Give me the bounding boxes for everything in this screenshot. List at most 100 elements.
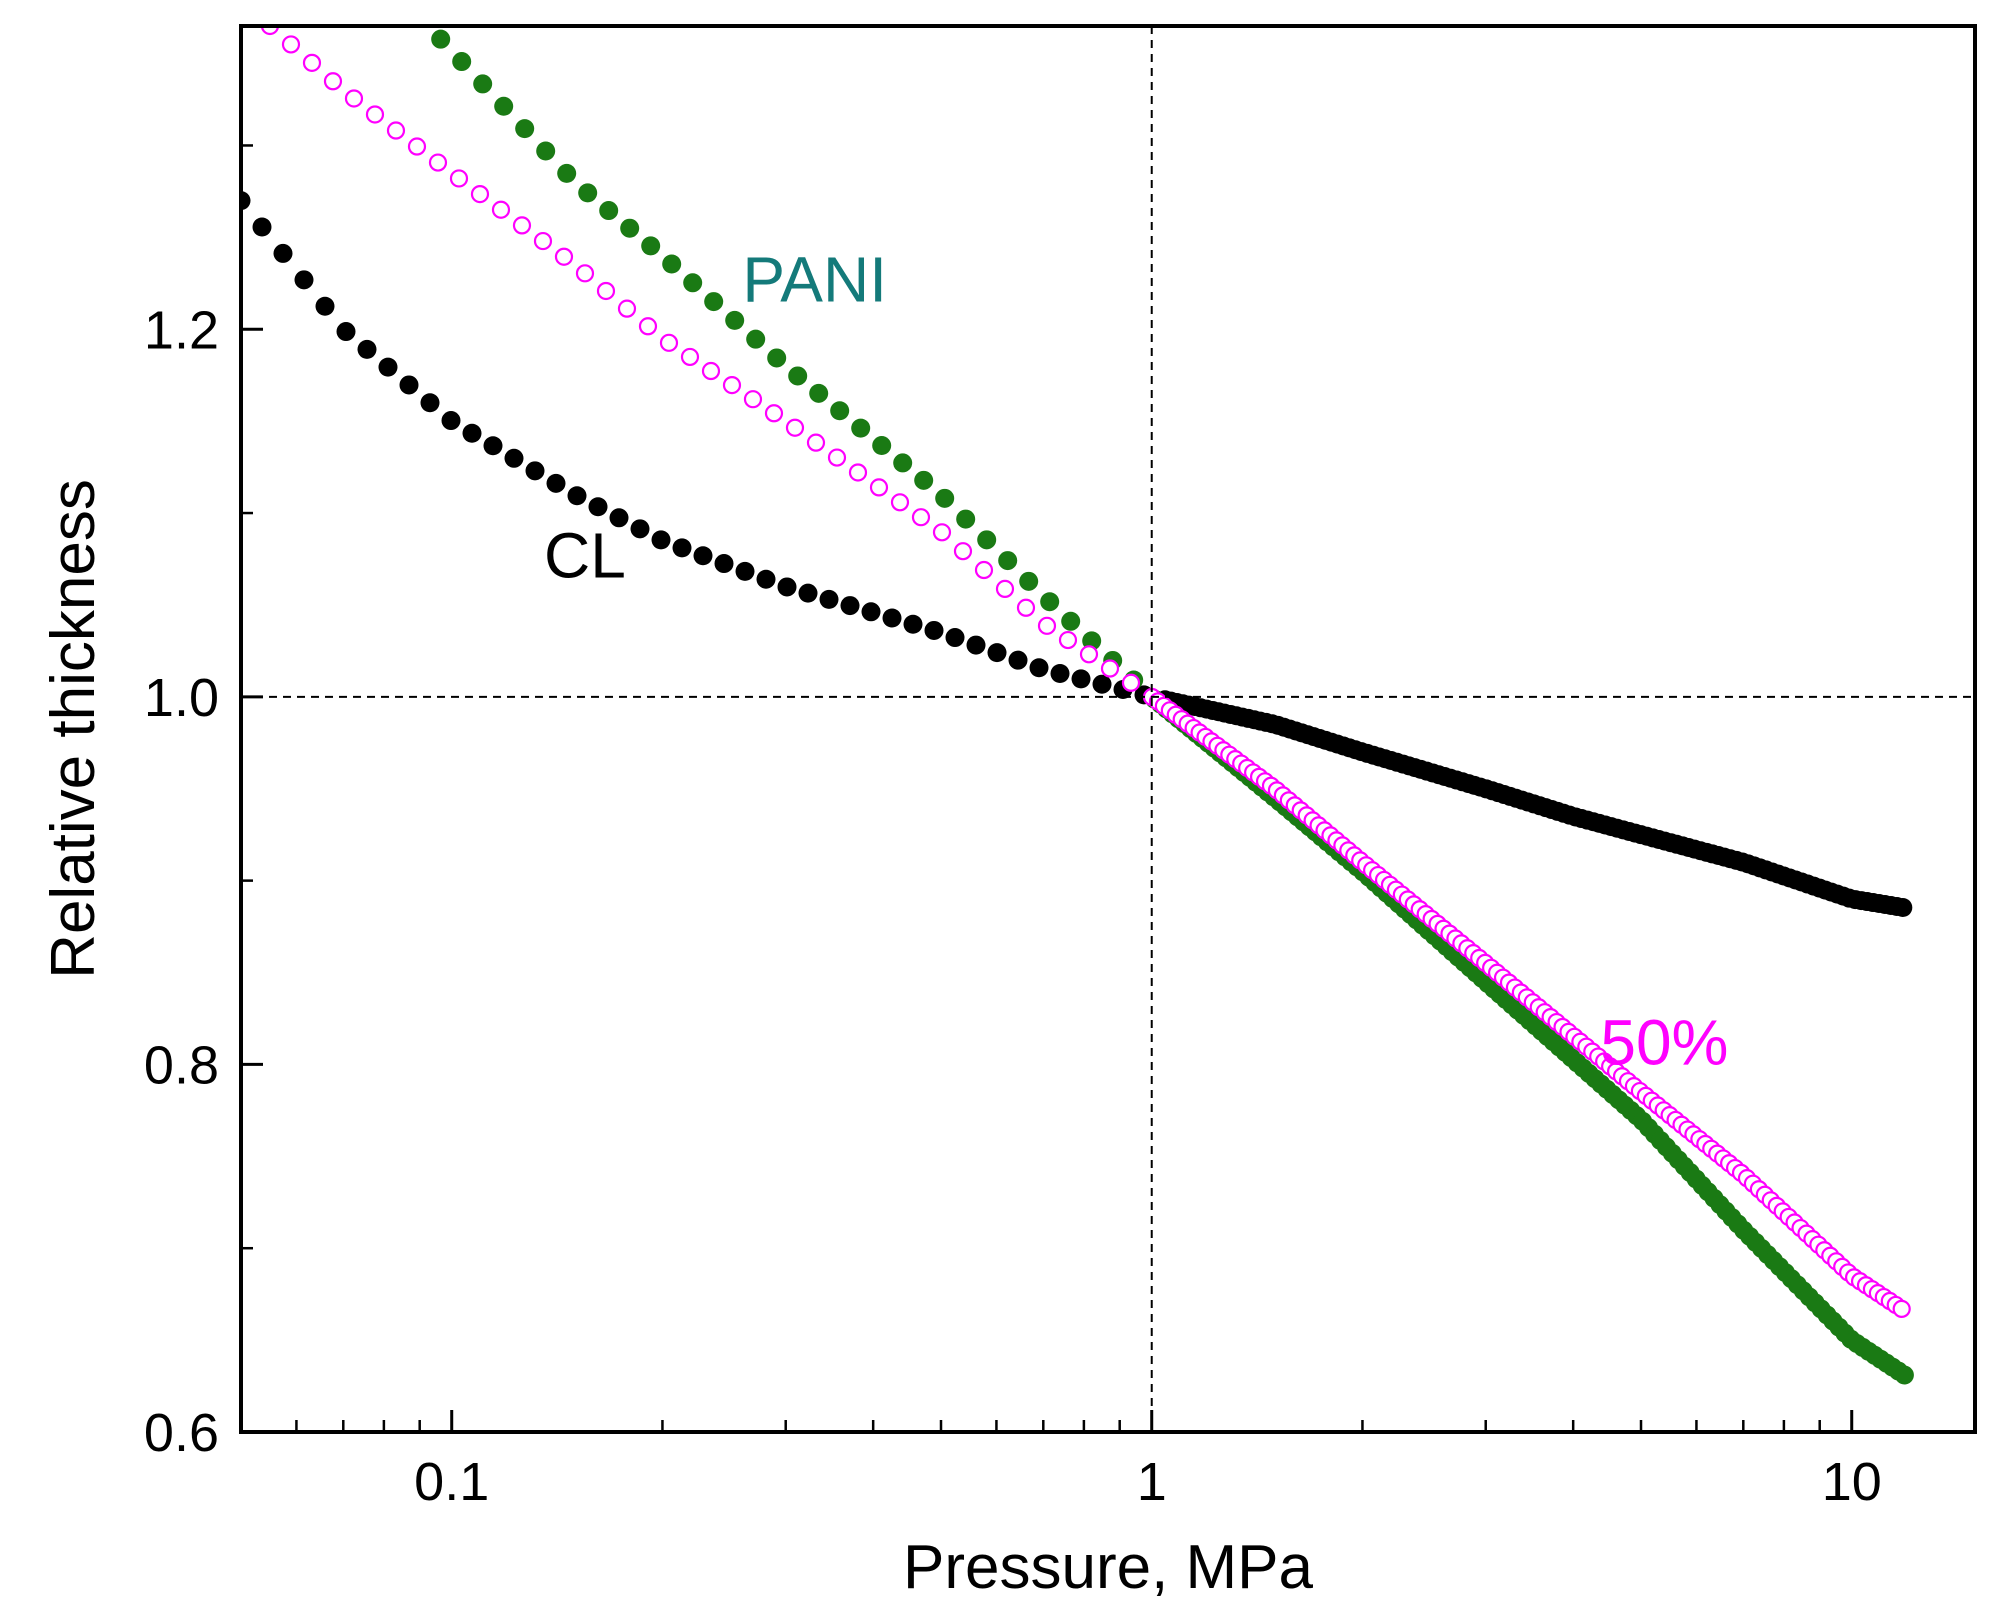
data-point-50: [638, 317, 658, 336]
data-point-cl: [630, 519, 650, 539]
data-point-cl: [1050, 664, 1070, 684]
data-point-cl: [651, 530, 671, 550]
data-point-pani: [662, 254, 682, 274]
data-point-50: [974, 560, 994, 580]
data-point-pani: [641, 236, 661, 256]
series-50: [260, 26, 1911, 1319]
data-point-pani: [431, 29, 451, 49]
data-point-50: [848, 463, 868, 482]
data-point-cl: [1071, 669, 1091, 689]
data-point-pani: [683, 273, 703, 293]
y-tick-label: 0.6: [144, 1403, 219, 1463]
series-cl: [241, 191, 1913, 917]
data-point-pani: [725, 310, 745, 330]
y-tick-label: 1.0: [144, 668, 219, 728]
data-point-50: [932, 523, 952, 542]
y-tick-label: 0.8: [144, 1035, 219, 1095]
plot-frame: [239, 24, 1977, 1434]
data-point-cl: [462, 423, 482, 443]
data-point-50: [554, 247, 574, 266]
data-point-pani: [956, 509, 976, 529]
data-point-50: [1037, 616, 1057, 635]
series-label-cl: CL: [544, 519, 626, 591]
data-point-cl: [294, 270, 314, 290]
data-point-50: [701, 361, 721, 381]
data-point-50: [491, 200, 511, 219]
data-point-pani: [557, 163, 577, 183]
data-point-cl: [546, 473, 566, 493]
data-point-cl: [861, 602, 881, 622]
data-point-cl: [903, 614, 923, 634]
data-point-cl: [357, 339, 377, 359]
data-point-pani: [914, 470, 934, 490]
data-point-50: [953, 542, 973, 561]
data-point-cl: [441, 411, 461, 431]
data-point-cl: [420, 393, 440, 413]
data-point-cl: [777, 577, 797, 597]
data-point-pani: [830, 401, 850, 421]
data-point-50: [743, 390, 763, 409]
data-point-cl: [273, 243, 293, 263]
data-point-cl: [945, 628, 965, 648]
data-point-50: [617, 299, 637, 318]
data-point-cl: [987, 643, 1007, 663]
data-point-pani: [1019, 571, 1039, 591]
data-point-50: [806, 433, 826, 452]
data-point-cl: [819, 589, 839, 609]
data-point-50: [575, 264, 595, 283]
data-point-pani: [767, 348, 787, 368]
data-point-50: [1016, 598, 1036, 617]
data-point-pani: [788, 366, 808, 386]
data-point-pani: [599, 201, 619, 221]
data-point-50: [281, 35, 301, 54]
x-tick-label: 10: [1822, 1452, 1882, 1512]
x-tick-label: 0.1: [414, 1452, 489, 1512]
data-point-50: [386, 121, 406, 140]
data-point-cl: [756, 569, 776, 589]
data-point-50: [302, 53, 322, 72]
data-point-50: [365, 105, 385, 124]
data-point-pani: [977, 530, 997, 550]
data-point-pani: [536, 141, 556, 161]
data-point-cl: [924, 620, 944, 640]
data-point-cl: [241, 191, 251, 211]
data-point-cl: [840, 596, 860, 616]
data-point-50: [1058, 630, 1078, 650]
data-point-pani: [515, 119, 535, 139]
x-axis-title: Pressure, MPa: [903, 1533, 1314, 1602]
data-point-50: [764, 404, 784, 423]
data-point-pani: [851, 418, 871, 438]
data-point-pani: [893, 453, 913, 473]
data-point-50: [890, 493, 910, 512]
data-point-pani: [998, 551, 1018, 571]
data-point-pani: [1894, 1365, 1914, 1385]
data-point-pani: [935, 488, 955, 508]
data-point-cl: [1893, 897, 1913, 917]
data-point-pani: [620, 218, 640, 238]
data-point-50: [995, 579, 1015, 598]
data-point-50: [911, 508, 931, 527]
data-point-pani: [746, 329, 766, 349]
data-point-pani: [417, 26, 423, 27]
data-point-50: [407, 137, 427, 156]
data-point-50: [680, 347, 700, 367]
data-point-50: [869, 478, 889, 497]
data-point-cl: [399, 375, 419, 395]
data-point-cl: [714, 554, 734, 574]
data-point-50: [722, 375, 742, 395]
data-point-50: [827, 448, 847, 467]
data-point-pani: [809, 383, 829, 403]
series-layer: [241, 26, 1914, 1385]
data-point-50: [449, 169, 469, 188]
data-point-pani: [494, 96, 514, 116]
data-point-cl: [693, 546, 713, 566]
data-point-50: [1121, 673, 1141, 692]
data-point-cl: [1092, 674, 1112, 694]
data-point-cl: [525, 461, 545, 481]
data-point-cl: [609, 508, 629, 528]
data-point-cl: [378, 357, 398, 377]
data-point-50: [1892, 1299, 1911, 1319]
x-tick-label: 1: [1137, 1452, 1167, 1512]
data-point-cl: [483, 436, 503, 456]
